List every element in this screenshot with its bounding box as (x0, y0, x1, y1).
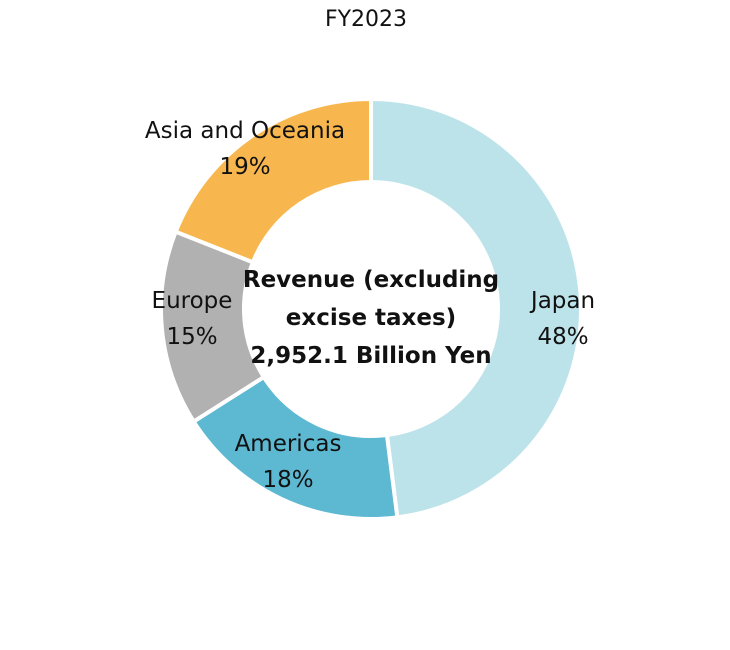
slice-value-europe: 15% (166, 324, 217, 350)
slice-value-japan: 48% (537, 324, 588, 350)
center-label-line-1: Revenue (excluding (243, 267, 499, 293)
chart-title: FY2023 (325, 7, 407, 32)
slice-label-asia-and-oceania: Asia and Oceania (145, 118, 345, 144)
slice-label-japan: Japan (529, 288, 595, 314)
slice-label-europe: Europe (152, 288, 233, 314)
slice-asia-and-oceania (173, 96, 373, 265)
center-label-line-3: 2,952.1 Billion Yen (250, 343, 491, 369)
slice-label-americas: Americas (235, 431, 342, 457)
center-label-line-2: excise taxes) (286, 305, 456, 331)
slice-value-americas: 18% (262, 467, 313, 493)
slice-japan (369, 96, 583, 520)
slice-value-asia-and-oceania: 19% (219, 154, 270, 180)
